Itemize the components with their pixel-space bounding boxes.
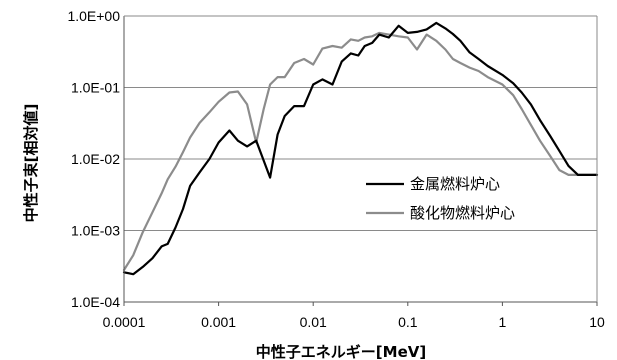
plot-frame — [123, 15, 598, 306]
x-axis-title: 中性子エネルギー[MeV] — [256, 343, 426, 360]
y-axis-title: 中性子束[相対値] — [22, 104, 40, 223]
grid-lines — [124, 87, 597, 231]
y-tick-label: 1.0E+00 — [67, 8, 120, 24]
x-tick-label: 0.01 — [300, 314, 327, 330]
series-line-oxide — [122, 31, 599, 272]
y-tick-labels: 1.0E-04 1.0E-03 1.0E-02 1.0E-01 1.0E+00 — [67, 8, 120, 310]
x-tick-label: 10 — [589, 314, 605, 330]
legend-label-metal: 金属燃料炉心 — [410, 175, 500, 193]
x-tick-label: 0.001 — [201, 314, 236, 330]
legend-label-oxide: 酸化物燃料炉心 — [410, 204, 515, 222]
y-tick-label: 1.0E-01 — [71, 80, 120, 96]
x-tick-label: 0.0001 — [103, 314, 146, 330]
series-lines — [122, 21, 599, 276]
x-tick-label: 0.1 — [398, 314, 418, 330]
legend: 金属燃料炉心 酸化物燃料炉心 — [366, 175, 515, 222]
y-tick-label: 1.0E-02 — [71, 151, 120, 167]
series-line-metal — [122, 21, 599, 276]
x-tick-label: 1 — [499, 314, 507, 330]
y-tick-label: 1.0E-04 — [71, 294, 120, 310]
x-tick-labels: 0.0001 0.001 0.01 0.1 1 10 — [103, 314, 605, 330]
y-tick-label: 1.0E-03 — [71, 223, 120, 239]
